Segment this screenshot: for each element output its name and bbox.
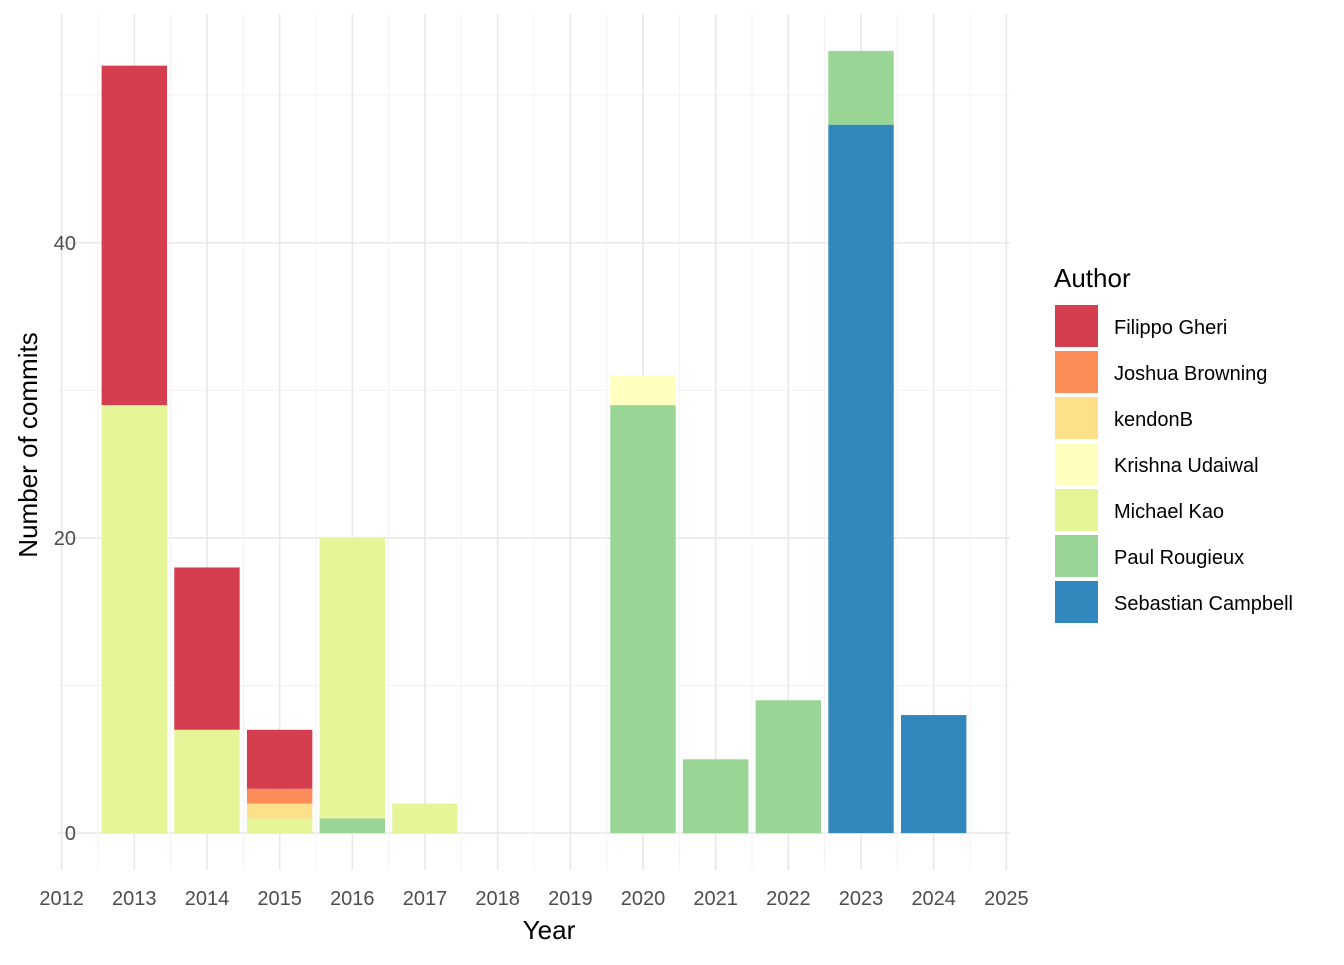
bar-segment-2015-kendonb: [246, 803, 313, 819]
x-tick-label: 2025: [984, 888, 1029, 910]
legend-swatch-krishna-udaiwal: [1055, 443, 1098, 485]
x-tick-label: 2021: [693, 888, 738, 910]
legend: Author Filippo Gheri Joshua Browning kendo…: [1054, 263, 1293, 623]
y-tick-label: 40: [54, 233, 76, 255]
x-tick-label: 2016: [330, 888, 375, 910]
bar-segment-2017-michael-kao: [392, 803, 458, 834]
x-tick-label: 2020: [621, 888, 666, 910]
x-tick-label: 2019: [548, 888, 593, 910]
x-tick-label: 2023: [839, 888, 884, 910]
bar-segment-2020-krishna-udaiwal: [610, 375, 676, 406]
legend-label-paul-rougieux: Paul Rougieux: [1114, 547, 1244, 569]
bar-segment-2022-paul-rougieux: [755, 700, 822, 834]
x-axis-title: Year: [523, 915, 576, 945]
legend-swatch-sebastian-campbell: [1055, 581, 1098, 623]
legend-label-krishna-udaiwal: Krishna Udaiwal: [1114, 455, 1259, 477]
bars: [101, 50, 967, 834]
legend-label-kendonb: kendonB: [1114, 409, 1193, 431]
x-axis-ticks: 2012 2013 2014 2015 2016 2017 2018 2019 2020 2021…: [39, 888, 1028, 910]
legend-label-joshua-browning: Joshua Browning: [1114, 363, 1267, 385]
legend-label-sebastian-campbell: Sebastian Campbell: [1114, 593, 1293, 615]
bar-segment-2014-michael-kao: [174, 729, 240, 834]
bar-segment-2023-sebastian-campbell: [828, 124, 894, 834]
bar-segment-2013-filippo-gheri: [101, 65, 168, 406]
legend-title: Author: [1054, 263, 1131, 293]
x-tick-label: 2013: [112, 888, 157, 910]
x-tick-label: 2018: [475, 888, 520, 910]
legend-label-filippo-gheri: Filippo Gheri: [1114, 317, 1227, 339]
y-axis-ticks: 0 20 40: [54, 233, 76, 845]
bar-segment-2013-michael-kao: [101, 405, 168, 834]
bar-segment-2015-joshua-browning: [246, 788, 313, 804]
bar-segment-2020-paul-rougieux: [610, 405, 676, 834]
bar-segment-2015-michael-kao: [246, 818, 313, 834]
legend-swatch-michael-kao: [1055, 489, 1098, 531]
legend-swatch-paul-rougieux: [1055, 535, 1098, 577]
bar-segment-2023-paul-rougieux: [828, 50, 894, 125]
bar-segment-2016-michael-kao: [319, 537, 386, 819]
bar-segment-2024-sebastian-campbell: [900, 715, 967, 834]
legend-swatch-kendonb: [1055, 397, 1098, 439]
x-tick-label: 2015: [257, 888, 302, 910]
x-tick-label: 2022: [766, 888, 811, 910]
y-axis-title: Number of commits: [13, 332, 43, 557]
bar-segment-2015-filippo-gheri: [246, 729, 313, 789]
bar-segment-2016-paul-rougieux: [319, 818, 386, 834]
bar-segment-2014-filippo-gheri: [174, 567, 240, 730]
legend-items: Filippo Gheri Joshua Browning kendonB Krish…: [1055, 305, 1293, 623]
x-tick-label: 2012: [39, 888, 84, 910]
y-tick-label: 0: [65, 823, 76, 845]
bar-segment-2021-paul-rougieux: [682, 759, 749, 834]
legend-swatch-joshua-browning: [1055, 351, 1098, 393]
x-tick-label: 2017: [403, 888, 448, 910]
legend-swatch-filippo-gheri: [1055, 305, 1098, 347]
y-tick-label: 20: [54, 528, 76, 550]
legend-label-michael-kao: Michael Kao: [1114, 501, 1224, 523]
x-tick-label: 2014: [185, 888, 230, 910]
x-tick-label: 2024: [911, 888, 956, 910]
